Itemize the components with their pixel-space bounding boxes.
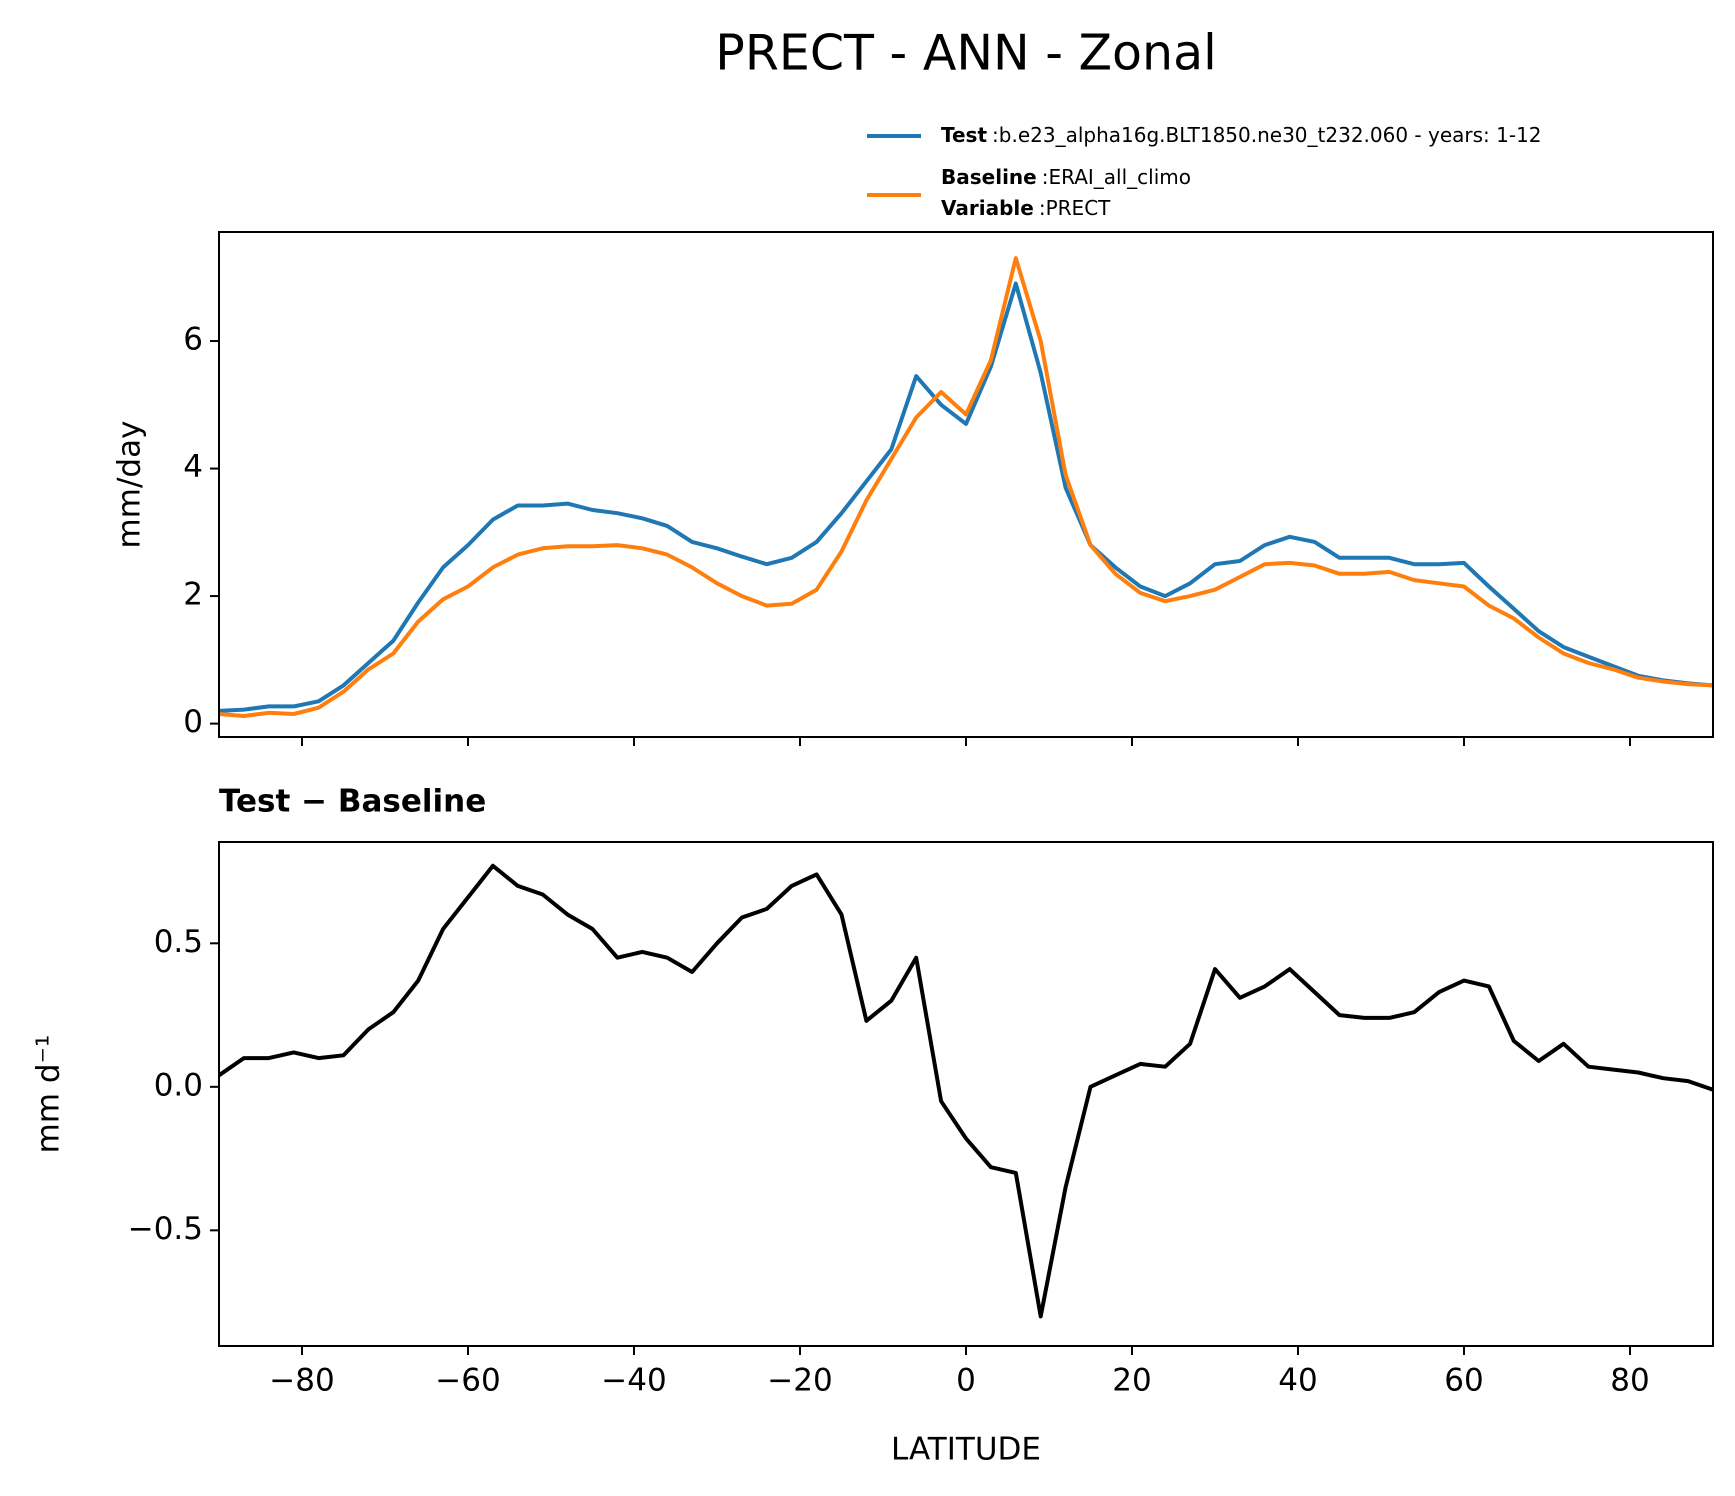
plot-frame xyxy=(218,841,1714,1347)
x-tick-label: 20 xyxy=(1112,1363,1151,1399)
legend-description: b.e23_alpha16g.BLT1850.ne30_t232.060 - y… xyxy=(999,123,1542,147)
y-axis-label: mm/day xyxy=(112,421,148,549)
data-line xyxy=(219,256,1713,718)
x-tick-label: 80 xyxy=(1610,1363,1649,1399)
legend-description: PRECT xyxy=(1046,196,1112,220)
x-tick-label: −20 xyxy=(767,1363,832,1399)
legend-text: Baseline:ERAI_all_climo xyxy=(941,165,1191,189)
legend-separator: : xyxy=(992,123,999,147)
y-tick-label: −0.5 xyxy=(128,1211,203,1247)
plot-frame xyxy=(218,231,1714,738)
y-tick-label: 2 xyxy=(183,577,203,613)
legend-text: Variable:PRECT xyxy=(941,196,1111,220)
x-tick-label: −80 xyxy=(269,1363,334,1399)
x-tick-label: −40 xyxy=(601,1363,666,1399)
y-tick-label: 4 xyxy=(183,449,203,485)
y-tick-label: 0.5 xyxy=(154,924,203,960)
y-tick-label: 6 xyxy=(183,322,203,358)
legend-name: Baseline xyxy=(941,165,1037,189)
data-line xyxy=(219,863,1713,1319)
legend-name: Test xyxy=(941,123,987,147)
x-tick-label: 60 xyxy=(1444,1363,1483,1399)
subplot-title: Test − Baseline xyxy=(219,784,486,820)
figure-title: PRECT - ANN - Zonal xyxy=(715,25,1216,82)
x-tick-label: −60 xyxy=(435,1363,500,1399)
legend-separator: : xyxy=(1039,196,1046,220)
x-tick-label: 40 xyxy=(1278,1363,1317,1399)
x-axis-label: LATITUDE xyxy=(891,1432,1041,1468)
y-tick-label: 0.0 xyxy=(154,1067,203,1103)
y-tick-label: 0 xyxy=(183,704,203,740)
legend-description: ERAI_all_climo xyxy=(1048,165,1191,189)
legend-name: Variable xyxy=(941,196,1034,220)
legend-text: Test:b.e23_alpha16g.BLT1850.ne30_t232.06… xyxy=(941,123,1542,147)
y-axis-label: mm d⁻¹ xyxy=(31,1035,67,1154)
x-tick-label: 0 xyxy=(956,1363,976,1399)
legend-separator: : xyxy=(1042,165,1049,189)
data-line xyxy=(219,281,1713,713)
